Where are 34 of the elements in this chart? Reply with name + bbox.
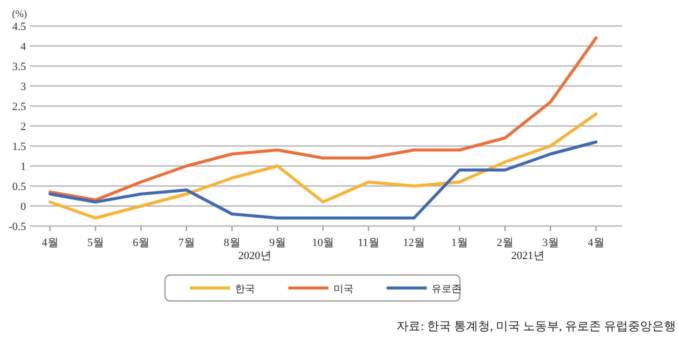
x-tick-label: 4월 xyxy=(42,237,58,249)
x-tick-label: 6월 xyxy=(132,237,150,249)
line-series xyxy=(48,140,598,220)
legend-label: 유로존 xyxy=(432,284,462,295)
y-tick-label: 2 xyxy=(20,121,26,133)
line-series xyxy=(48,36,598,202)
y-tick-label: 2.5 xyxy=(12,101,26,113)
legend-label: 한국 xyxy=(235,284,255,295)
x-tick-label: 12월 xyxy=(403,237,425,249)
x-tick-label: 9월 xyxy=(269,237,286,249)
x-tick-label: 7월 xyxy=(178,237,195,249)
y-tick-label: 0.5 xyxy=(12,181,26,193)
y-axis-title: (%) xyxy=(12,9,27,20)
line-series xyxy=(48,112,598,220)
x-tick-label: 1월 xyxy=(451,237,468,249)
y-tick-label: 3.5 xyxy=(12,61,26,73)
x-tick-label: 4월 xyxy=(588,237,604,249)
y-tick-label: -0.5 xyxy=(8,221,26,233)
y-tick-label: 4.5 xyxy=(12,21,26,33)
x-tick-label: 5월 xyxy=(87,237,104,249)
text: 2020년 xyxy=(238,250,272,262)
y-tick-label: 4 xyxy=(20,41,26,53)
legend-label: 미국 xyxy=(333,284,354,295)
x-tick-label: 2월 xyxy=(496,237,514,249)
y-tick-label: 3 xyxy=(20,81,26,93)
y-tick-label: 1.5 xyxy=(12,141,26,153)
x-tick-label: 3월 xyxy=(542,237,559,249)
y-tick-label: 0 xyxy=(20,201,26,213)
y-tick-label: 1 xyxy=(20,161,26,173)
text: 자료: 한국 통계청, 미국 노동부, 유로존 유럽중앙은행 xyxy=(396,319,676,333)
text: 2021년 xyxy=(511,250,544,262)
x-tick-label: 8월 xyxy=(224,237,240,249)
x-tick-label: 11월 xyxy=(358,237,380,249)
x-tick-label: 10월 xyxy=(312,237,334,249)
